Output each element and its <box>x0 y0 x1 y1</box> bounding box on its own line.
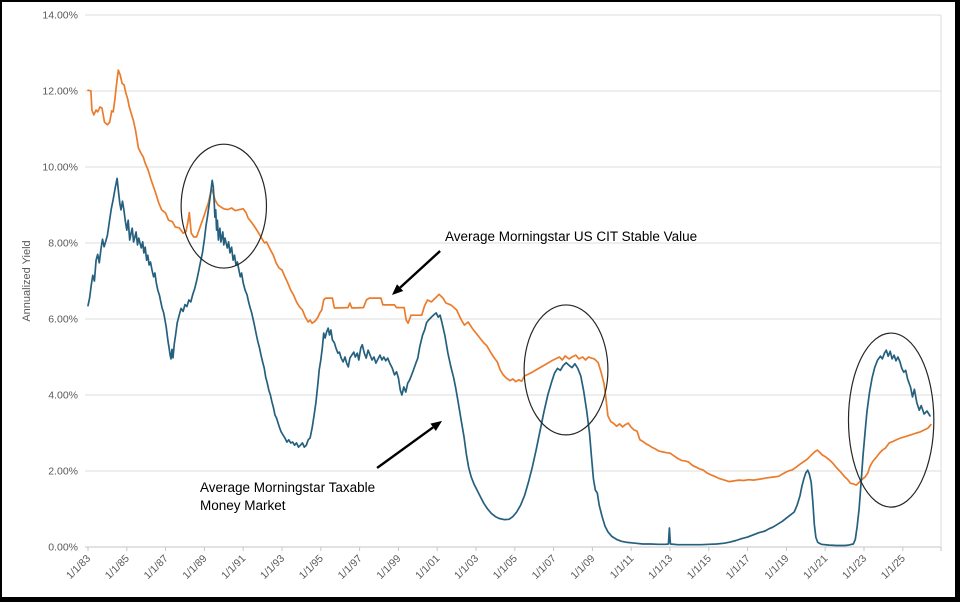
annotation-money-market-line1: Average Morningstar Taxable <box>200 480 376 495</box>
x-tick-label: 1/1/95 <box>297 553 326 582</box>
x-tick-label: 1/1/01 <box>413 553 442 582</box>
arrow-head <box>391 284 404 296</box>
x-tick-label: 1/1/85 <box>103 553 132 582</box>
x-tick-label: 1/1/89 <box>180 553 209 582</box>
x-tick-label: 1/1/05 <box>491 553 520 582</box>
ellipse-annotation <box>180 143 268 269</box>
x-tick-label: 1/1/93 <box>258 553 287 582</box>
y-tick-label: 4.00% <box>48 390 78 402</box>
x-tick-label: 1/1/13 <box>646 553 675 582</box>
arrow-head <box>430 420 443 432</box>
y-tick-label: 6.00% <box>48 314 78 326</box>
x-tick-label: 1/1/19 <box>762 553 791 582</box>
x-tick-label: 1/1/11 <box>608 553 637 582</box>
ellipse-annotation <box>847 332 935 508</box>
x-tick-label: 1/1/15 <box>685 553 714 582</box>
annotation-money-market-label: Average Morningstar Taxable Money Market <box>200 479 375 515</box>
y-tick-label: 12.00% <box>42 86 78 98</box>
y-tick-label: 10.00% <box>42 162 78 174</box>
x-tick-label: 1/1/07 <box>530 553 559 582</box>
ellipse-annotation <box>523 304 609 436</box>
x-tick-label: 1/1/25 <box>879 553 908 582</box>
x-tick-label: 1/1/99 <box>374 553 403 582</box>
x-tick-label: 1/1/91 <box>219 553 248 582</box>
y-axis-title: Annualized Yield <box>21 240 33 322</box>
x-tick-label: 1/1/09 <box>568 553 597 582</box>
annotation-stable-value-label: Average Morningstar US CIT Stable Value <box>445 228 697 246</box>
x-tick-label: 1/1/23 <box>840 553 869 582</box>
y-tick-label: 2.00% <box>48 466 78 478</box>
series-line-stable-value <box>87 69 932 486</box>
y-tick-label: 14.00% <box>42 10 78 22</box>
arrow-line <box>399 250 441 289</box>
y-tick-label: 0.00% <box>48 542 78 554</box>
x-tick-label: 1/1/97 <box>336 553 365 582</box>
x-tick-label: 1/1/17 <box>724 553 753 582</box>
arrow-line <box>376 426 434 469</box>
y-tick-label: 8.00% <box>48 238 78 250</box>
series-line-money-market <box>87 177 931 547</box>
x-tick-label: 1/1/21 <box>801 553 830 582</box>
annotation-stable-value-line: Average Morningstar US CIT Stable Value <box>445 229 698 244</box>
x-tick-label: 1/1/87 <box>142 553 171 582</box>
x-tick-label: 1/1/83 <box>64 553 93 582</box>
annotation-money-market-line2: Money Market <box>200 498 286 513</box>
x-tick-label: 1/1/03 <box>452 553 481 582</box>
